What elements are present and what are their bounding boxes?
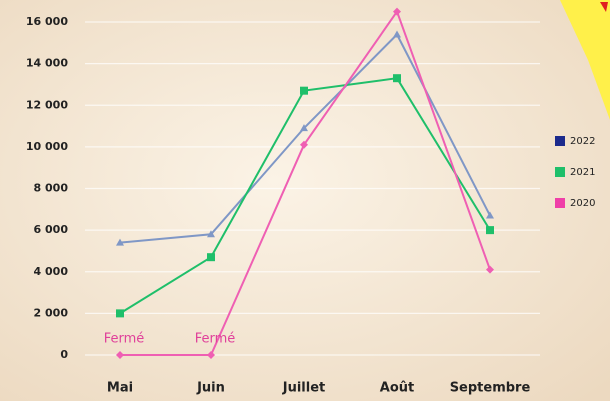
annotation: Fermé bbox=[195, 332, 236, 347]
marker bbox=[300, 140, 308, 149]
marker bbox=[300, 86, 308, 95]
y-tick-label: 14 000 bbox=[26, 57, 68, 70]
marker bbox=[486, 211, 494, 219]
marker bbox=[207, 253, 215, 262]
x-tick-label: Mai bbox=[107, 381, 133, 396]
legend-swatch bbox=[555, 198, 565, 208]
y-tick-label: 12 000 bbox=[26, 98, 68, 111]
y-tick-label: 2 000 bbox=[34, 306, 69, 319]
legend-swatch bbox=[555, 136, 565, 146]
annotation: Fermé bbox=[104, 332, 145, 347]
legend-label: 2021 bbox=[570, 167, 595, 178]
marker bbox=[116, 309, 124, 318]
y-tick-label: 16 000 bbox=[26, 15, 68, 28]
legend-label: 2022 bbox=[570, 136, 595, 147]
marker bbox=[393, 7, 401, 16]
x-tick-label: Juin bbox=[196, 381, 225, 396]
y-tick-label: 4 000 bbox=[34, 265, 69, 278]
y-tick-label: 6 000 bbox=[34, 223, 69, 236]
y-tick-label: 0 bbox=[60, 348, 68, 361]
marker bbox=[393, 74, 401, 83]
x-tick-label: Août bbox=[380, 381, 414, 396]
x-tick-label: Juillet bbox=[282, 381, 326, 396]
marker bbox=[116, 238, 124, 246]
marker bbox=[486, 226, 494, 235]
marker bbox=[300, 124, 308, 132]
marker bbox=[393, 30, 401, 38]
decoration bbox=[560, 0, 610, 120]
x-tick-label: Septembre bbox=[450, 381, 531, 396]
marker bbox=[116, 351, 124, 359]
marker bbox=[486, 265, 494, 274]
legend-swatch bbox=[555, 167, 565, 177]
legend-label: 2020 bbox=[570, 198, 595, 209]
y-tick-label: 10 000 bbox=[26, 140, 68, 153]
y-tick-label: 8 000 bbox=[34, 182, 69, 195]
decoration bbox=[600, 2, 608, 12]
marker bbox=[207, 230, 215, 238]
marker bbox=[207, 351, 215, 359]
